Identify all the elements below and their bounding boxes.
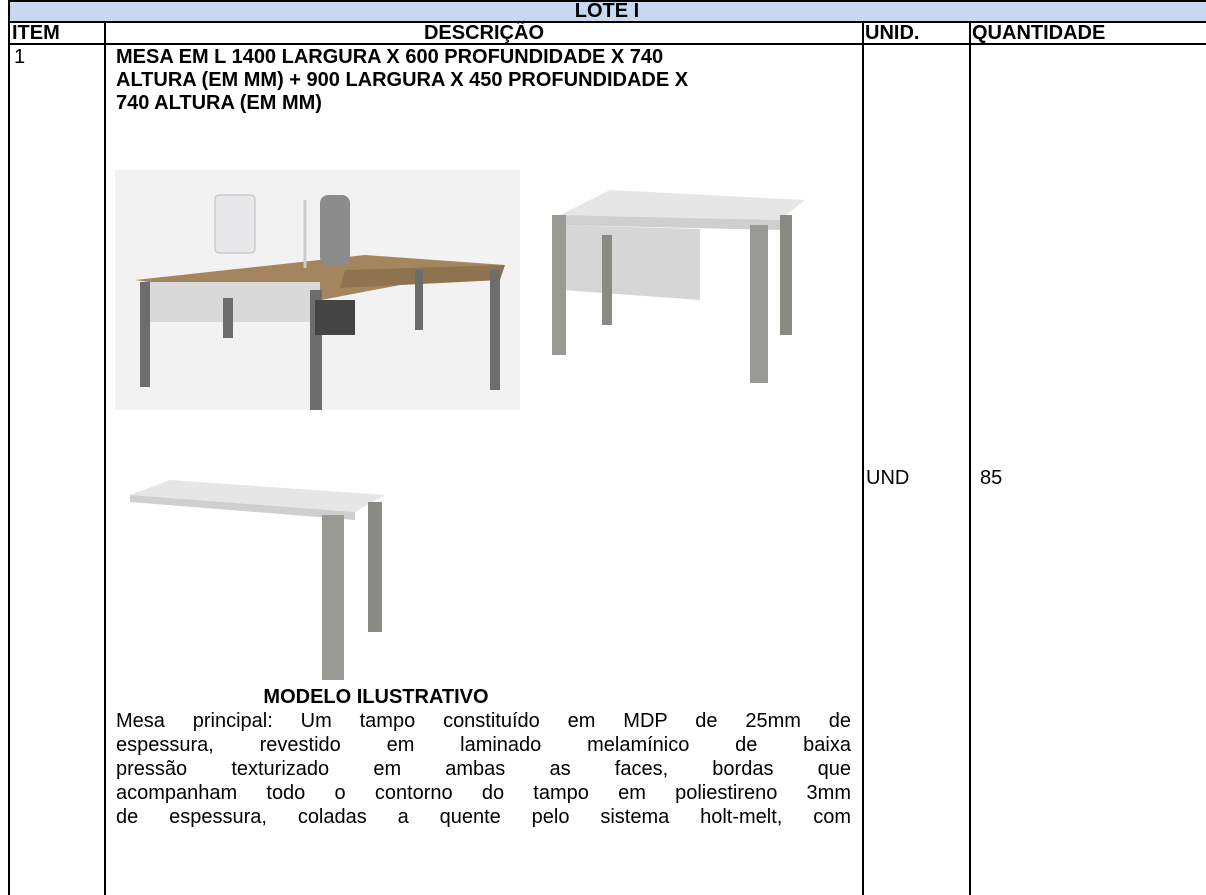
border [969,22,971,895]
product-image [130,480,385,680]
border [8,0,10,895]
title-line: MESA EM L 1400 LARGURA X 600 PROFUNDIDAD… [116,46,664,68]
table-title: LOTE I [574,0,640,22]
description-line: espessura, revestido em laminado melamín… [116,734,851,756]
header-background [8,0,1206,22]
column-header: ITEM [12,22,60,44]
unit: UND [866,467,910,489]
item-description: Mesa principal: Um tampo constituído em … [116,709,851,829]
column-header: QUANTIDADE [972,22,1106,44]
column-header: UNID. [865,22,920,44]
product-image [552,190,805,383]
description-line: de espessura, coladas a quente pelo sist… [116,806,851,828]
image-caption: MODELO ILUSTRATIVO [263,686,489,708]
border [862,22,864,895]
column-header: DESCRIÇÃO [423,22,544,44]
description-line: acompanham todo o contorno do tampo em p… [116,782,851,804]
product-image [115,170,520,410]
border [104,22,106,895]
description-line: pressão texturizado em ambas as faces, b… [116,758,851,780]
border [8,43,1206,45]
description-line: Mesa principal: Um tampo constituído em … [116,710,851,732]
title-line: ALTURA (EM MM) + 900 LARGURA X 450 PROFU… [116,69,689,91]
border [8,21,1206,23]
title-line: 740 ALTURA (EM MM) [116,92,322,114]
border [8,0,1206,2]
item-number: 1 [14,46,26,68]
quantity: 85 [980,467,1003,489]
item-title: MESA EM L 1400 LARGURA X 600 PROFUNDIDAD… [116,46,688,115]
